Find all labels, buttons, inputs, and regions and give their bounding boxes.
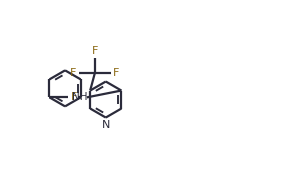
Text: N: N bbox=[102, 120, 110, 130]
Text: F: F bbox=[113, 68, 119, 78]
Text: F: F bbox=[70, 68, 77, 78]
Text: F: F bbox=[92, 46, 98, 56]
Text: NH: NH bbox=[72, 92, 87, 102]
Text: F: F bbox=[70, 92, 77, 102]
